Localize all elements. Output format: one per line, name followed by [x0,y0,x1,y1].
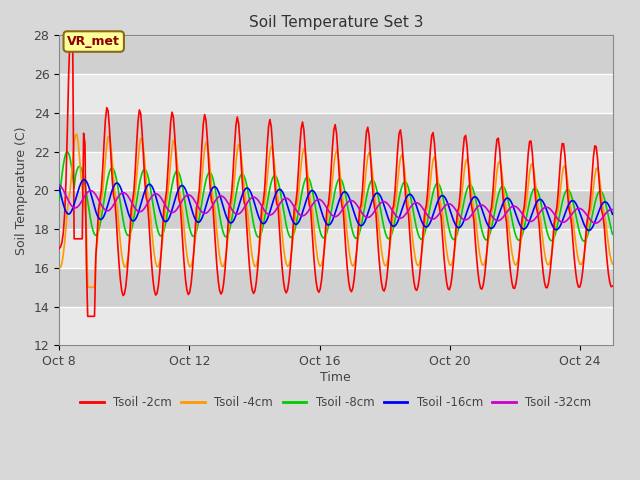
Bar [59,152,612,191]
Bar [59,307,612,346]
Legend: Tsoil -2cm, Tsoil -4cm, Tsoil -8cm, Tsoil -16cm, Tsoil -32cm: Tsoil -2cm, Tsoil -4cm, Tsoil -8cm, Tsoi… [76,392,596,414]
Y-axis label: Soil Temperature (C): Soil Temperature (C) [15,126,28,254]
Bar [59,268,612,307]
Bar [59,229,612,268]
Bar [59,191,612,229]
Text: VR_met: VR_met [67,35,120,48]
X-axis label: Time: Time [321,371,351,384]
Bar [59,74,612,113]
Title: Soil Temperature Set 3: Soil Temperature Set 3 [248,15,423,30]
Bar [59,36,612,74]
Bar [59,113,612,152]
